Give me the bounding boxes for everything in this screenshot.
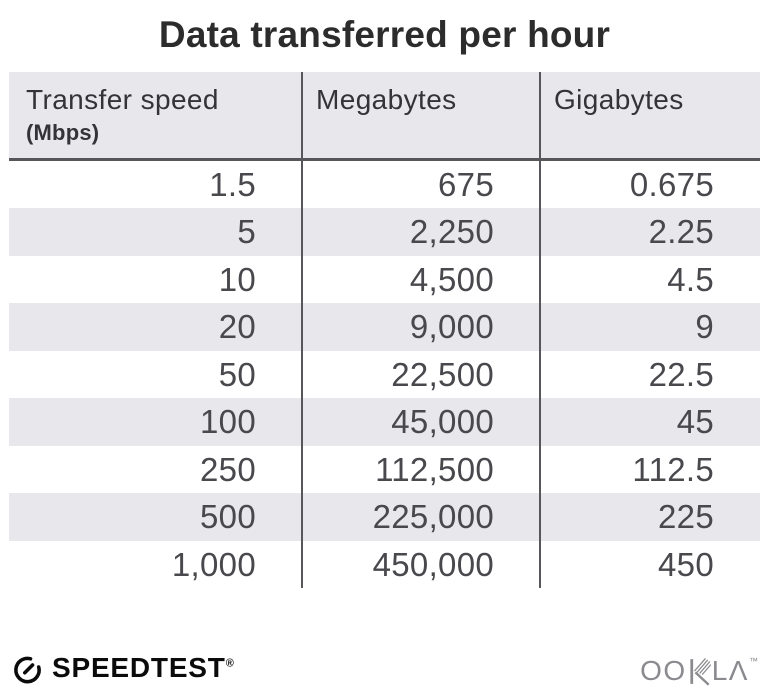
cell-speed: 100 bbox=[200, 403, 256, 441]
cell-speed: 250 bbox=[200, 450, 256, 488]
cell-gigabytes: 112.5 bbox=[632, 450, 714, 488]
ookla-logo: OO LΛ ™ bbox=[640, 655, 758, 687]
cell-megabytes: 2,250 bbox=[409, 213, 494, 251]
cell-megabytes: 225,000 bbox=[372, 498, 494, 536]
page-title: Data transferred per hour bbox=[158, 14, 611, 55]
table-row: 5 2,250 2.25 bbox=[9, 208, 760, 256]
cell-speed: 10 bbox=[218, 260, 256, 298]
cell-gigabytes: 450 bbox=[658, 545, 714, 583]
cell-speed: 20 bbox=[218, 308, 256, 346]
cell-gigabytes: 2.25 bbox=[648, 213, 714, 251]
cell-speed: 5 bbox=[237, 213, 256, 251]
ookla-wordmark-la: LΛ bbox=[711, 655, 749, 686]
cell-gigabytes: 0.675 bbox=[629, 166, 714, 203]
table-row: 100 45,000 45 bbox=[9, 398, 760, 446]
header-transfer-speed-label: Transfer speed bbox=[26, 84, 219, 115]
ookla-wordmark-oo: OO bbox=[640, 655, 687, 686]
table-row: 250 112,500 112.5 bbox=[9, 446, 760, 493]
cell-speed: 1,000 bbox=[171, 545, 256, 583]
cell-megabytes: 4,500 bbox=[409, 260, 494, 298]
speedtest-gauge-icon bbox=[14, 656, 41, 683]
cell-gigabytes: 9 bbox=[695, 308, 714, 346]
trademark-symbol: ™ bbox=[749, 656, 758, 666]
header-mbps-unit: (Mbps) bbox=[26, 120, 100, 145]
cell-gigabytes: 45 bbox=[676, 403, 714, 441]
cell-gigabytes: 22.5 bbox=[648, 355, 714, 393]
table-row: 50 22,500 22.5 bbox=[9, 351, 760, 398]
header-megabytes: Megabytes bbox=[302, 72, 540, 158]
table-row: 500 225,000 225 bbox=[9, 493, 760, 541]
speedtest-wordmark: SPEEDTEST® bbox=[52, 652, 234, 683]
cell-megabytes: 675 bbox=[438, 166, 494, 203]
registered-trademark-symbol: ® bbox=[225, 657, 234, 670]
cell-megabytes: 22,500 bbox=[391, 355, 494, 393]
column-divider bbox=[301, 72, 303, 588]
cell-megabytes: 9,000 bbox=[409, 308, 494, 346]
cell-speed: 500 bbox=[200, 498, 256, 536]
cell-megabytes: 450,000 bbox=[372, 545, 494, 583]
cell-megabytes: 45,000 bbox=[391, 403, 494, 441]
header-transfer-speed: Transfer speed (Mbps) bbox=[9, 72, 302, 158]
table-row: 1.5 675 0.675 bbox=[9, 161, 760, 208]
ookla-k-icon bbox=[690, 657, 711, 686]
cell-megabytes: 112,500 bbox=[375, 450, 494, 488]
table-row: 10 4,500 4.5 bbox=[9, 256, 760, 303]
table-row: 20 9,000 9 bbox=[9, 303, 760, 351]
cell-gigabytes: 225 bbox=[658, 498, 714, 536]
column-divider bbox=[539, 72, 541, 588]
cell-gigabytes: 4.5 bbox=[667, 260, 714, 298]
header-megabytes-label: Megabytes bbox=[316, 84, 457, 115]
cell-speed: 1.5 bbox=[209, 166, 256, 203]
table-row: 1,000 450,000 450 bbox=[9, 541, 760, 588]
cell-speed: 50 bbox=[218, 355, 256, 393]
speedtest-logo: SPEEDTEST® bbox=[12, 650, 234, 686]
header-gigabytes-label: Gigabytes bbox=[554, 84, 684, 115]
table-body: 1.5 675 0.675 5 2,250 2.25 10 4,500 4.5 … bbox=[9, 161, 760, 588]
header-gigabytes: Gigabytes bbox=[540, 72, 760, 158]
table-header-row: Transfer speed (Mbps) Megabytes Gigabyte… bbox=[9, 72, 760, 161]
data-table: Transfer speed (Mbps) Megabytes Gigabyte… bbox=[9, 72, 760, 588]
